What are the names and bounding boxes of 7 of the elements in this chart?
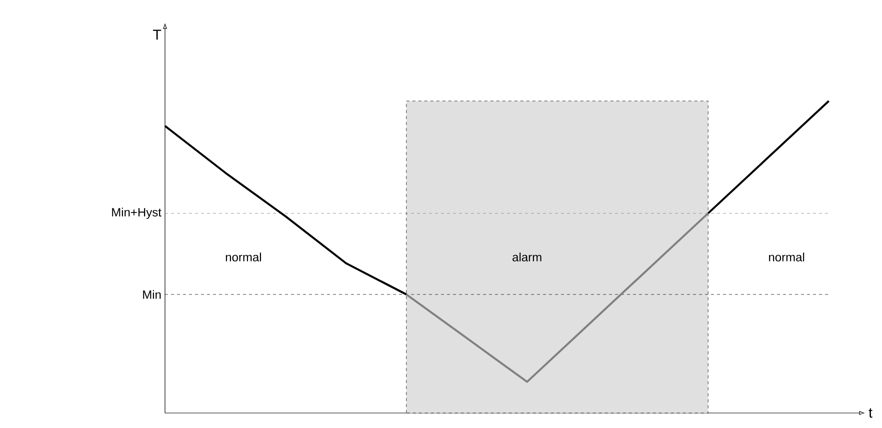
- ref-line-label: Min+Hyst: [112, 208, 162, 219]
- ref-line-label: Min: [143, 290, 161, 299]
- annotation: alarm: [512, 252, 542, 262]
- annotation: normal: [226, 252, 261, 262]
- x-axis-title: t: [868, 408, 872, 418]
- y-axis-title: T: [153, 30, 162, 40]
- annotation: normal: [769, 252, 804, 262]
